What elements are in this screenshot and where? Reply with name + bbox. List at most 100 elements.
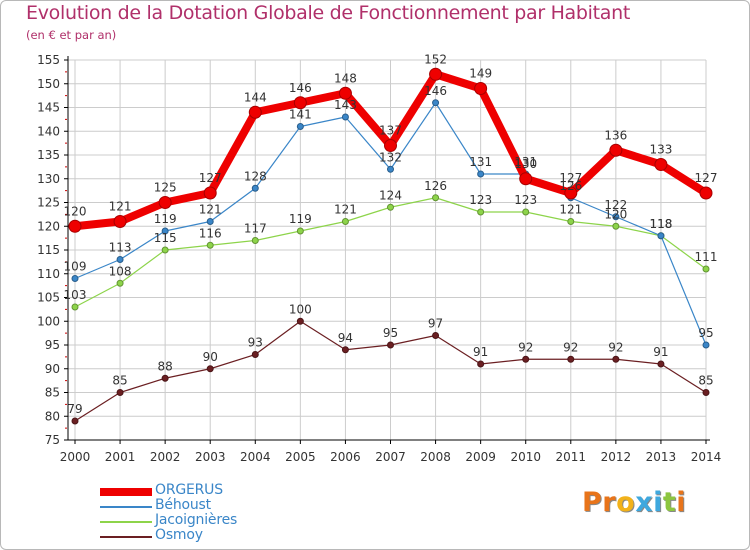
x-tick-label: 2010 [510, 450, 541, 464]
y-tick-label: 120 [37, 219, 60, 233]
data-label-osmoy: 92 [608, 340, 623, 354]
data-point-osmoy [116, 389, 124, 396]
data-point-behoust [206, 218, 214, 225]
data-point-orgerus [158, 196, 172, 209]
legend-swatch-behoust [100, 506, 152, 508]
x-tick-label: 2001 [105, 450, 136, 464]
x-tick-label: 2013 [646, 450, 677, 464]
y-tick-label: 155 [37, 53, 60, 67]
data-label-orgerus: 130 [514, 157, 537, 171]
data-label-behoust: 143 [334, 98, 357, 112]
data-point-orgerus [564, 186, 578, 200]
logo-letter: P [582, 487, 603, 518]
y-tick-label: 115 [37, 243, 60, 257]
x-tick-label: 2014 [691, 450, 722, 464]
data-label-osmoy: 88 [158, 359, 173, 373]
data-point-behoust [251, 184, 259, 192]
x-tick-label: 2008 [420, 450, 451, 464]
data-label-jacoignieres: 108 [109, 264, 132, 278]
data-label-jacoignieres: 118 [649, 217, 672, 231]
data-point-orgerus [113, 215, 127, 228]
data-point-behoust [296, 123, 304, 130]
data-label-behoust: 119 [154, 212, 177, 226]
data-label-orgerus: 152 [424, 52, 447, 66]
data-point-jacoignieres [296, 227, 304, 235]
data-point-behoust [71, 275, 79, 282]
data-point-orgerus [519, 172, 533, 186]
data-label-jacoignieres: 121 [559, 203, 582, 217]
data-point-osmoy [612, 355, 620, 363]
data-label-behoust: 121 [199, 203, 222, 217]
legend-swatch-jacoignieres [100, 521, 152, 523]
data-label-jacoignieres: 117 [244, 222, 267, 236]
data-label-behoust: 109 [64, 260, 87, 274]
data-label-osmoy: 97 [428, 317, 443, 331]
data-label-behoust: 128 [244, 169, 267, 183]
data-point-jacoignieres [432, 194, 440, 202]
data-label-orgerus: 127 [695, 171, 718, 185]
data-point-osmoy [341, 346, 349, 354]
data-point-behoust [341, 113, 349, 121]
data-point-behoust [702, 341, 710, 349]
data-point-jacoignieres [612, 222, 620, 230]
data-label-jacoignieres: 103 [64, 288, 87, 302]
data-point-orgerus [203, 186, 217, 200]
data-label-orgerus: 148 [334, 71, 357, 85]
proxiti-logo: Proxiti [582, 487, 686, 518]
data-point-jacoignieres [116, 279, 124, 287]
data-point-orgerus [429, 67, 443, 81]
y-tick-label: 100 [37, 314, 60, 328]
logo-letter: t [662, 487, 677, 518]
data-label-jacoignieres: 119 [289, 212, 312, 226]
data-point-orgerus [384, 139, 397, 152]
data-point-jacoignieres [251, 237, 259, 244]
data-label-orgerus: 127 [559, 171, 582, 185]
data-label-jacoignieres: 124 [379, 188, 402, 202]
x-tick-label: 2002 [150, 450, 181, 464]
x-tick-label: 2006 [330, 450, 361, 464]
data-label-behoust: 113 [109, 241, 132, 255]
data-point-behoust [161, 227, 169, 235]
y-tick-label: 85 [45, 386, 60, 400]
data-label-osmoy: 90 [203, 350, 218, 364]
series-layer [68, 67, 713, 425]
x-tick-label: 2000 [60, 450, 91, 464]
data-point-orgerus [338, 86, 352, 100]
data-point-jacoignieres [702, 265, 710, 273]
data-point-jacoignieres [567, 218, 575, 225]
x-tick-label: 2003 [195, 450, 226, 464]
data-label-jacoignieres: 116 [199, 226, 222, 240]
data-point-jacoignieres [341, 218, 349, 225]
legend-label-behoust: Béhoust [155, 497, 211, 513]
data-labels-layer: 79 85 88 90 93 100 94 95 97 91 92 92 92 91 85 103 108 115… [64, 52, 718, 416]
chart-subtitle: (en € et par an) [26, 28, 117, 42]
data-point-behoust [432, 99, 440, 107]
data-point-osmoy [477, 360, 485, 368]
data-point-jacoignieres [477, 208, 485, 216]
data-point-osmoy [206, 365, 214, 373]
data-point-behoust [477, 170, 485, 178]
data-point-behoust [387, 165, 394, 173]
data-label-jacoignieres: 111 [695, 250, 718, 264]
logo-letter: i [653, 487, 663, 518]
grid-lines [68, 59, 707, 441]
y-tick-label: 135 [37, 148, 60, 162]
data-point-osmoy [432, 332, 440, 339]
data-point-behoust [612, 213, 620, 221]
data-point-orgerus [68, 219, 82, 233]
data-label-osmoy: 91 [653, 345, 668, 359]
y-tick-label: 80 [45, 409, 60, 423]
x-tick-label: 2004 [240, 450, 271, 464]
y-tick-label: 75 [45, 433, 60, 447]
data-point-orgerus [654, 158, 668, 171]
data-label-osmoy: 100 [289, 302, 312, 316]
legend-label-osmoy: Osmoy [155, 527, 203, 543]
data-label-orgerus: 133 [649, 143, 672, 157]
legend-label-jacoignieres: Jacoignières [155, 512, 238, 528]
data-label-orgerus: 146 [289, 81, 312, 95]
y-tick-label: 145 [37, 101, 60, 115]
data-label-osmoy: 95 [383, 326, 398, 340]
data-point-osmoy [251, 351, 259, 358]
